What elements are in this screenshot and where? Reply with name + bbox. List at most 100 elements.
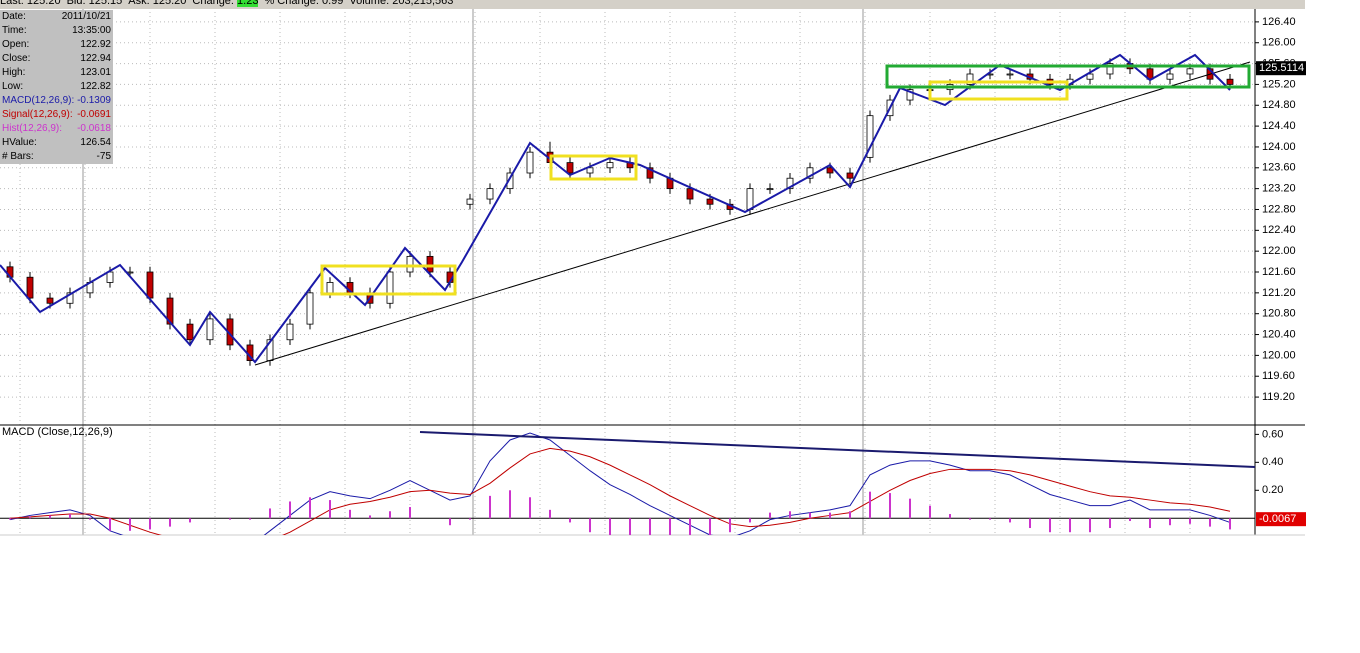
hist-bar bbox=[809, 512, 811, 519]
hist-bar bbox=[849, 511, 851, 519]
info-row: Hist(12,26,9): -0.0618 bbox=[0, 122, 113, 136]
trend-line bbox=[254, 61, 1251, 366]
hist-bar bbox=[709, 518, 711, 535]
hist-bar bbox=[169, 518, 171, 527]
hist-bar bbox=[129, 518, 131, 531]
info-label: Signal(12,26,9): bbox=[2, 109, 73, 120]
hist-bar bbox=[829, 512, 831, 519]
hist-bar bbox=[1189, 518, 1191, 524]
candle-body bbox=[686, 188, 694, 200]
hist-bar bbox=[1229, 518, 1231, 530]
y-tick-label: 123.20 bbox=[1262, 183, 1296, 195]
hist-bar bbox=[309, 497, 311, 519]
info-panel: Date: 2011/10/21 Time: 13:35:00 Open: 122.92 C… bbox=[0, 10, 113, 164]
hist-bar bbox=[349, 509, 351, 519]
candle-body bbox=[386, 271, 394, 304]
y-tick-label: 120.00 bbox=[1262, 349, 1296, 361]
candle-body bbox=[166, 297, 174, 325]
info-value: 2011/10/21 bbox=[61, 11, 111, 22]
y-tick-label: 126.00 bbox=[1262, 37, 1296, 49]
info-label: Open: bbox=[2, 39, 30, 50]
hist-bar bbox=[729, 518, 731, 533]
hist-bar bbox=[589, 518, 591, 533]
candle-body bbox=[586, 167, 594, 174]
hist-bar bbox=[269, 508, 271, 519]
y-tick-label: 124.40 bbox=[1262, 120, 1296, 132]
macd-trend-line bbox=[419, 431, 1256, 468]
candle-body bbox=[1166, 73, 1174, 80]
hist-bar bbox=[49, 515, 51, 519]
last-value-label: 125.5114 bbox=[1259, 62, 1304, 74]
candle-body bbox=[426, 255, 434, 273]
hist-bar bbox=[1089, 518, 1091, 533]
y-tick-label: 120.80 bbox=[1262, 308, 1296, 320]
price-plot bbox=[6, 58, 1234, 366]
info-row: Time: 13:35:00 bbox=[0, 24, 113, 38]
hist-bar bbox=[89, 518, 91, 520]
y-tick-label: 126.40 bbox=[1262, 16, 1296, 28]
info-value: -0.1309 bbox=[77, 95, 111, 106]
hist-bar bbox=[609, 518, 611, 535]
hist-bar bbox=[489, 495, 491, 519]
candle-body bbox=[706, 198, 714, 205]
y-tick-label: 0.60 bbox=[1262, 428, 1283, 440]
hist-bar bbox=[509, 490, 511, 519]
info-label: # Bars: bbox=[2, 151, 34, 162]
info-row: High: 123.01 bbox=[0, 66, 113, 80]
hist-bar bbox=[629, 518, 631, 535]
info-label: MACD(12,26,9): bbox=[2, 95, 75, 106]
info-label: Hist(12,26,9): bbox=[2, 123, 63, 134]
macd-line bbox=[9, 432, 1231, 535]
candle-body bbox=[1106, 63, 1114, 75]
hist-bar bbox=[249, 518, 251, 520]
hist-bar bbox=[789, 511, 791, 519]
hist-bar bbox=[769, 512, 771, 519]
y-tick-label: 124.00 bbox=[1262, 141, 1296, 153]
candle-body bbox=[1086, 73, 1094, 80]
candle-body bbox=[866, 115, 874, 158]
quote-value: 0.99 bbox=[321, 0, 344, 7]
candle-body bbox=[806, 167, 814, 179]
info-value: 122.94 bbox=[80, 53, 111, 64]
hist-bar bbox=[569, 518, 571, 523]
y-tick-label: 120.40 bbox=[1262, 328, 1296, 340]
last-value-box bbox=[1256, 512, 1306, 527]
zigzag-line bbox=[0, 53, 1231, 364]
hist-bar bbox=[929, 505, 931, 519]
info-row: Close: 122.94 bbox=[0, 52, 113, 66]
hist-bar bbox=[1049, 518, 1051, 533]
last-value-label: -0.0067 bbox=[1259, 513, 1296, 525]
candle-body bbox=[826, 167, 834, 174]
candle-body bbox=[526, 151, 534, 174]
hist-bar bbox=[1109, 518, 1111, 529]
info-value: 123.01 bbox=[80, 67, 111, 78]
quote-item: Bid: 125.15 bbox=[67, 0, 123, 7]
y-tick-label: 119.20 bbox=[1262, 391, 1295, 403]
info-value: 122.82 bbox=[80, 81, 111, 92]
info-label: Low: bbox=[2, 81, 24, 92]
y-tick-label: 122.80 bbox=[1262, 203, 1296, 215]
hist-bar bbox=[29, 516, 31, 519]
hist-bar bbox=[909, 498, 911, 519]
candle-body bbox=[106, 271, 114, 283]
annotations bbox=[0, 53, 1251, 366]
hist-bar bbox=[469, 518, 471, 520]
hist-bar bbox=[989, 518, 991, 520]
hist-bar bbox=[949, 514, 951, 519]
y-tick-label: 123.60 bbox=[1262, 162, 1296, 174]
candle-body bbox=[66, 292, 74, 304]
y-tick-label: 119.60 bbox=[1262, 370, 1295, 382]
hist-bar bbox=[449, 518, 451, 526]
hist-bar bbox=[1009, 518, 1011, 523]
info-value: 126.54 bbox=[80, 137, 111, 148]
quote-item: % Change: 0.99 bbox=[264, 0, 343, 7]
y-tick-label: 0.20 bbox=[1262, 484, 1283, 496]
hist-bar bbox=[649, 518, 651, 535]
hist-bar bbox=[549, 509, 551, 519]
candle-body bbox=[466, 198, 474, 205]
hist-bar bbox=[409, 507, 411, 519]
quote-label: Volume: bbox=[349, 0, 390, 7]
info-value: -0.0618 bbox=[77, 123, 111, 134]
hist-bar bbox=[229, 518, 231, 520]
